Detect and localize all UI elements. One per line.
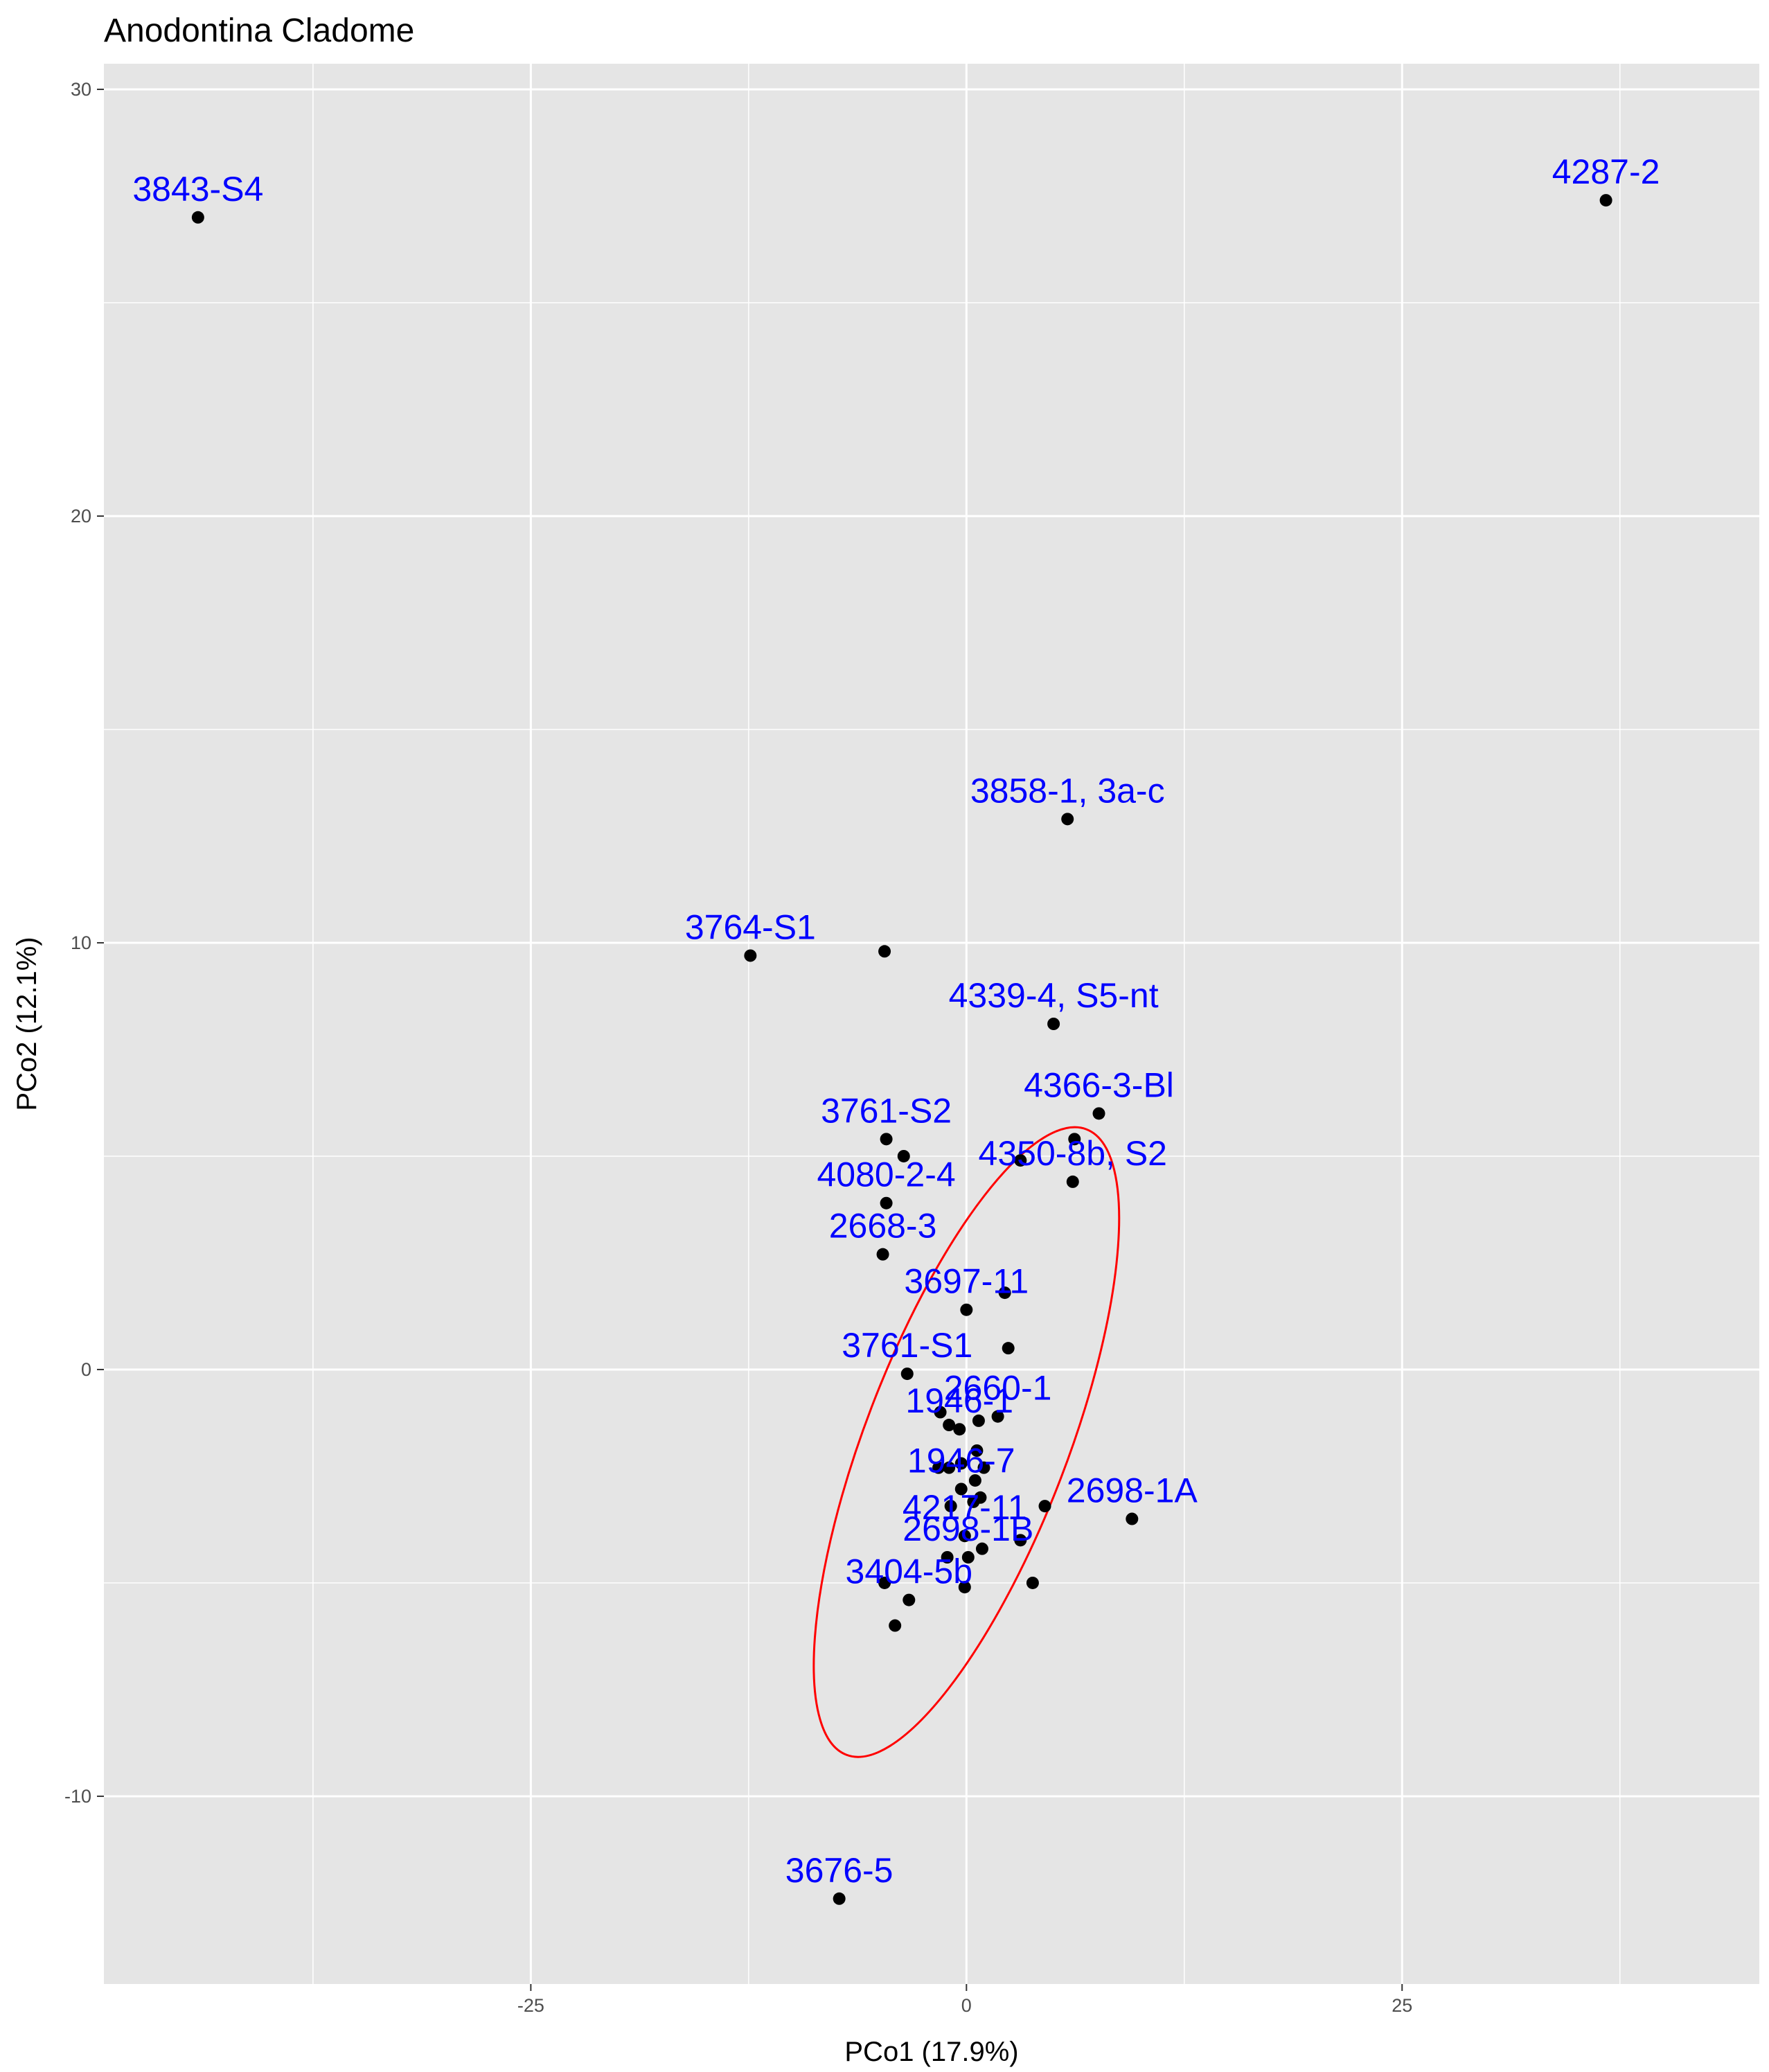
point-label: 3761-S2 <box>821 1091 952 1130</box>
data-point <box>991 1410 1004 1423</box>
ellipse-outline <box>812 1126 1121 1758</box>
data-point <box>833 1892 846 1905</box>
confidence-ellipse <box>812 1126 1121 1758</box>
data-point <box>897 1149 910 1162</box>
data-point <box>880 1196 893 1210</box>
data-point <box>960 1303 973 1316</box>
plot-panel <box>104 64 1759 1984</box>
point-label: 4287-2 <box>1552 152 1660 191</box>
point-label: 3764-S1 <box>685 907 816 946</box>
data-point <box>1014 1534 1027 1547</box>
data-point <box>878 945 891 958</box>
data-point <box>903 1593 916 1606</box>
y-tick-label: 0 <box>81 1359 91 1380</box>
data-point <box>943 1419 956 1432</box>
x-axis-title: PCo1 (17.9%) <box>844 2037 1018 2067</box>
data-point <box>968 1474 981 1487</box>
point-label: 1946-1 <box>905 1381 1013 1420</box>
y-tick-label: 20 <box>71 506 91 526</box>
data-point <box>1092 1107 1105 1120</box>
point-label: 2698-1B <box>903 1509 1033 1548</box>
data-point <box>1038 1500 1051 1513</box>
data-point <box>967 1495 980 1508</box>
point-label: 3858-1, 3a-c <box>970 771 1165 810</box>
data-point <box>889 1619 902 1632</box>
data-point <box>977 1461 990 1474</box>
data-point <box>958 1581 971 1594</box>
data-point <box>1026 1576 1039 1589</box>
point-label: 4217-11 <box>903 1488 1027 1527</box>
data-point <box>954 1457 968 1470</box>
data-point <box>934 1406 947 1419</box>
data-point <box>1047 1018 1060 1030</box>
y-tick-label: -10 <box>64 1786 91 1807</box>
data-point <box>1068 1133 1081 1146</box>
data-point <box>1061 813 1074 826</box>
y-tick-label: 10 <box>71 932 91 953</box>
data-point <box>900 1367 914 1381</box>
point-label: 4350-8b, S2 <box>979 1134 1167 1173</box>
point-label: 4366-3-Bl <box>1024 1065 1174 1104</box>
point-label: 3761-S1 <box>842 1326 972 1365</box>
data-point <box>943 1461 956 1474</box>
point-label: 4080-2-4 <box>817 1155 956 1194</box>
chart-title: Anodontina Cladome <box>104 12 414 49</box>
data-point <box>744 949 757 962</box>
data-point <box>1126 1512 1139 1525</box>
data-point <box>878 1576 891 1589</box>
data-point <box>932 1461 945 1474</box>
x-tick-label: 25 <box>1392 1995 1412 2016</box>
x-axis: -25 0 25 <box>517 1984 1412 2016</box>
point-label: 3697-11 <box>904 1262 1029 1301</box>
data-points <box>191 194 1612 1905</box>
data-point <box>1599 194 1612 207</box>
data-point <box>972 1414 985 1427</box>
point-label: 2698-1A <box>1067 1471 1198 1510</box>
data-point <box>880 1133 893 1146</box>
point-labels: 3843-S4 4287-2 3858-1, 3a-c 3764-S1 4339-4, … <box>132 152 1660 1890</box>
data-point <box>954 1482 968 1496</box>
y-axis-title: PCo2 (12.1%) <box>12 937 42 1110</box>
point-label: 3843-S4 <box>132 170 263 209</box>
data-point <box>953 1423 966 1436</box>
point-label: 2668-3 <box>829 1207 937 1246</box>
point-label: 3676-5 <box>785 1851 894 1890</box>
data-point <box>958 1530 971 1543</box>
data-point <box>1066 1175 1079 1188</box>
data-point <box>1014 1154 1027 1167</box>
data-point <box>941 1551 954 1564</box>
x-tick-label: -25 <box>517 1995 544 2016</box>
data-point <box>975 1542 988 1555</box>
y-axis: -10 0 10 20 30 <box>64 79 104 1807</box>
data-point <box>970 1444 984 1457</box>
data-point <box>961 1551 975 1564</box>
point-label: 4339-4, S5-nt <box>949 976 1159 1015</box>
data-point <box>1002 1342 1015 1355</box>
data-point <box>998 1286 1011 1300</box>
y-tick-label: 30 <box>71 79 91 100</box>
x-tick-label: 0 <box>961 1995 972 2016</box>
point-label: 3404-5b <box>846 1552 973 1591</box>
point-label: 2660-1 <box>944 1369 1052 1408</box>
data-point <box>944 1500 957 1513</box>
data-point <box>876 1248 889 1261</box>
data-point <box>191 211 204 224</box>
point-label: 1946-7 <box>907 1441 1015 1480</box>
